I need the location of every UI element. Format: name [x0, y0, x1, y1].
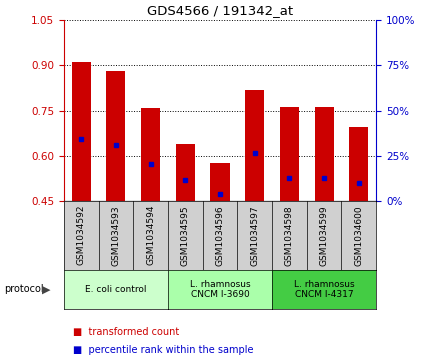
- Bar: [210, 163, 230, 201]
- Text: ▶: ▶: [42, 285, 50, 294]
- Text: GSM1034596: GSM1034596: [216, 205, 224, 266]
- Text: ■  percentile rank within the sample: ■ percentile rank within the sample: [73, 345, 253, 355]
- Text: ■  transformed count: ■ transformed count: [73, 327, 179, 337]
- Text: GSM1034599: GSM1034599: [319, 205, 329, 266]
- Text: protocol: protocol: [4, 285, 44, 294]
- Text: GSM1034598: GSM1034598: [285, 205, 294, 266]
- Bar: [106, 71, 125, 201]
- Text: GSM1034592: GSM1034592: [77, 205, 86, 265]
- Bar: [280, 107, 299, 201]
- Bar: [245, 90, 264, 201]
- Bar: [141, 108, 160, 201]
- Text: L. rhamnosus
CNCM I-4317: L. rhamnosus CNCM I-4317: [294, 280, 355, 299]
- Text: GSM1034597: GSM1034597: [250, 205, 259, 266]
- Bar: [72, 62, 91, 201]
- Text: GSM1034595: GSM1034595: [181, 205, 190, 266]
- Bar: [176, 144, 195, 201]
- Text: L. rhamnosus
CNCM I-3690: L. rhamnosus CNCM I-3690: [190, 280, 250, 299]
- Text: E. coli control: E. coli control: [85, 285, 147, 294]
- Title: GDS4566 / 191342_at: GDS4566 / 191342_at: [147, 4, 293, 17]
- Text: GSM1034600: GSM1034600: [354, 205, 363, 266]
- Text: GSM1034593: GSM1034593: [111, 205, 121, 266]
- Bar: [349, 127, 368, 201]
- Bar: [315, 107, 334, 201]
- Text: GSM1034594: GSM1034594: [146, 205, 155, 265]
